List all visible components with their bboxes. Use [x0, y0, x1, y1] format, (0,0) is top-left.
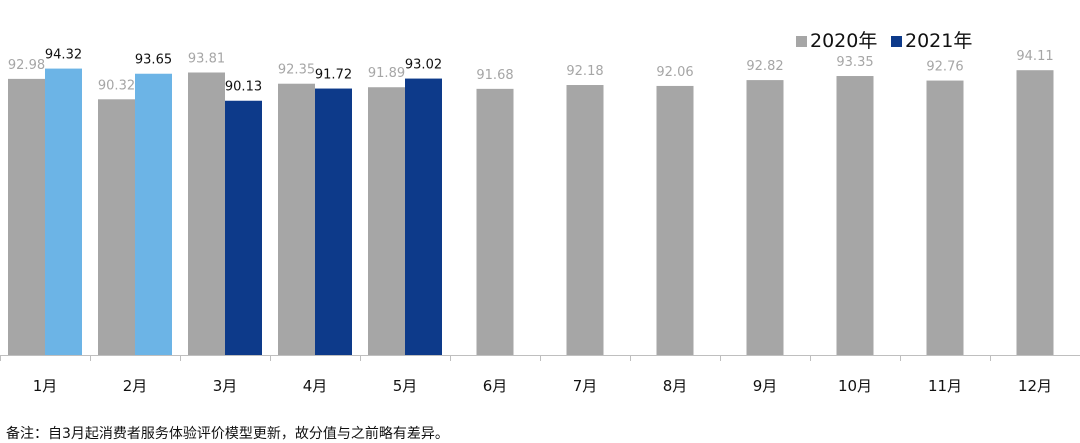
data-label-2020-06: 91.68	[476, 68, 513, 83]
x-tick-label-06: 6月	[483, 377, 508, 395]
data-label-2020-04: 92.35	[278, 63, 315, 78]
x-tick-label-01: 1月	[33, 377, 58, 395]
bar-2020-08	[656, 85, 694, 356]
bar-2020-04	[278, 83, 315, 356]
data-label-2020-10: 93.35	[836, 55, 873, 70]
bar-2021-02	[135, 73, 172, 356]
data-label-2021-01: 94.32	[45, 48, 82, 63]
data-label-2020-01: 92.98	[8, 58, 45, 73]
bar-2020-05	[368, 87, 405, 355]
bar-2020-07	[566, 85, 604, 356]
bar-2020-02	[98, 99, 135, 356]
legend-label-2021: 2021年	[905, 30, 972, 52]
data-label-2020-05: 91.89	[368, 66, 405, 81]
bar-2021-04	[315, 88, 352, 355]
x-tick-label-03: 3月	[213, 377, 238, 395]
bar-2020-10	[836, 76, 874, 355]
chart-footnote: 备注：自3月起消费者服务体验评价模型更新，故分值与之前略有差异。	[6, 426, 449, 442]
bar-2020-12	[1016, 70, 1054, 355]
data-label-2020-12: 94.11	[1016, 49, 1053, 64]
data-label-2021-02: 93.65	[135, 53, 172, 68]
data-label-2020-07: 92.18	[566, 64, 603, 79]
bar-2021-05	[405, 78, 442, 355]
x-tick-label-09: 9月	[753, 377, 778, 395]
data-label-2020-03: 93.81	[188, 52, 225, 67]
x-tick-label-04: 4月	[303, 377, 328, 395]
legend-label-2020: 2020年	[810, 30, 877, 52]
bar-2020-06	[476, 88, 514, 355]
data-label-2021-04: 91.72	[315, 68, 352, 83]
bar-2021-01	[45, 68, 82, 355]
bar-2021-03	[225, 100, 262, 355]
x-tick-label-07: 7月	[573, 377, 598, 395]
x-tick-label-10: 10月	[838, 377, 872, 395]
bar-2020-01	[8, 78, 45, 355]
bar-2020-03	[188, 72, 225, 356]
legend-swatch-2020	[796, 36, 807, 47]
bar-2020-09	[746, 80, 784, 355]
data-label-2020-02: 90.32	[98, 78, 135, 93]
data-label-2020-08: 92.06	[656, 65, 693, 80]
legend-swatch-2021	[891, 36, 902, 47]
x-tick-label-08: 8月	[663, 377, 688, 395]
data-label-2021-05: 93.02	[405, 58, 442, 73]
data-label-2021-03: 90.13	[225, 80, 262, 95]
data-label-2020-09: 92.82	[746, 59, 783, 74]
x-tick-label-02: 2月	[123, 377, 148, 395]
bar-2020-11	[926, 80, 964, 355]
data-label-2020-11: 92.76	[926, 60, 963, 75]
x-tick-label-12: 12月	[1018, 377, 1052, 395]
x-tick-label-05: 5月	[393, 377, 418, 395]
x-tick-label-11: 11月	[928, 377, 962, 395]
